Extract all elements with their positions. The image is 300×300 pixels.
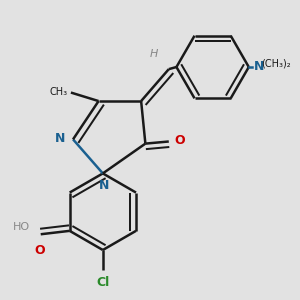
Text: N: N [254,60,265,73]
Text: O: O [34,244,45,256]
Text: N: N [98,178,109,191]
Text: (CH₃)₂: (CH₃)₂ [262,58,291,69]
Text: Cl: Cl [96,275,110,289]
Text: H: H [150,49,158,58]
Text: HO: HO [13,222,30,232]
Text: O: O [174,134,185,147]
Text: CH₃: CH₃ [50,87,68,97]
Text: N: N [55,132,65,145]
